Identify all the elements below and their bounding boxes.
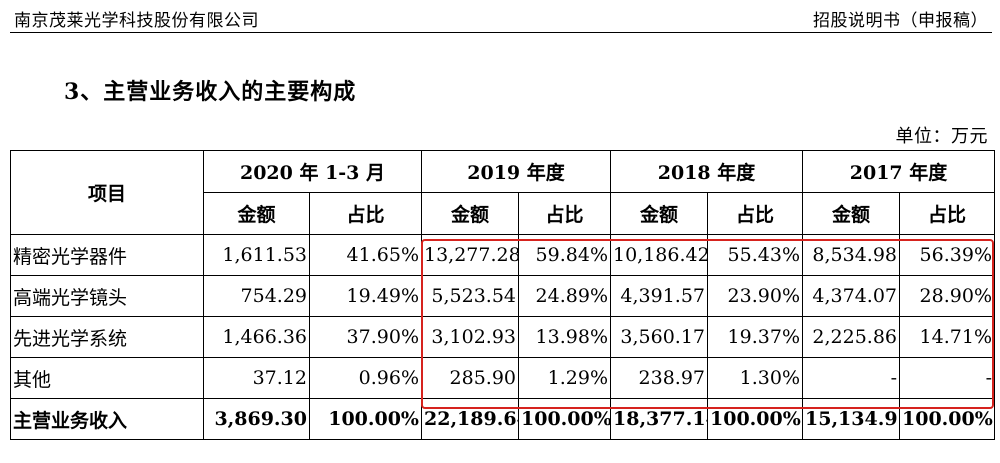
table-cell: 10,186.42 xyxy=(610,234,708,276)
total-cell: 3,869.30 xyxy=(203,398,310,440)
total-cell: 100.00% xyxy=(518,398,611,440)
table-cell: 19.37% xyxy=(707,316,803,358)
total-cell: 100.00% xyxy=(309,398,422,440)
table-cell: 3,560.17 xyxy=(610,316,708,358)
row-label: 先进光学系统 xyxy=(10,316,204,358)
unit-label: 单位：万元 xyxy=(895,126,988,147)
total-row: 主营业务收入 3,869.30 100.00% 22,189.64 100.00… xyxy=(10,398,995,440)
table-cell: 285.90 xyxy=(421,357,519,399)
amount-header: 金额 xyxy=(203,192,310,235)
table-row: 高端光学镜头 754.29 19.49% 5,523.54 24.89% 4,3… xyxy=(10,275,995,317)
table-cell: 3,102.93 xyxy=(421,316,519,358)
table-cell: 41.65% xyxy=(309,234,422,276)
company-name: 南京茂莱光学科技股份有限公司 xyxy=(14,11,259,31)
table-cell: 24.89% xyxy=(518,275,611,317)
table-cell: - xyxy=(899,357,995,399)
table-cell: 2,225.86 xyxy=(802,316,900,358)
total-cell: 22,189.64 xyxy=(421,398,519,440)
total-cell: 100.00% xyxy=(707,398,803,440)
row-label: 高端光学镜头 xyxy=(10,275,204,317)
ratio-header: 占比 xyxy=(309,192,422,235)
section-title: 3、主营业务收入的主要构成 xyxy=(64,79,357,105)
period-header: 2017 年度 xyxy=(802,150,995,193)
document-type: 招股说明书（申报稿） xyxy=(813,11,988,31)
amount-header: 金额 xyxy=(802,192,900,235)
ratio-header: 占比 xyxy=(899,192,995,235)
table-cell: 13.98% xyxy=(518,316,611,358)
table-cell: 5,523.54 xyxy=(421,275,519,317)
amount-header: 金额 xyxy=(421,192,519,235)
header-row-subheaders: 金额 占比 金额 占比 金额 占比 金额 占比 xyxy=(11,192,995,235)
total-label: 主营业务收入 xyxy=(10,398,204,440)
table-cell: 13,277.28 xyxy=(421,234,519,276)
total-cell: 15,134.91 xyxy=(802,398,900,440)
table-cell: 59.84% xyxy=(518,234,611,276)
table-cell: 28.90% xyxy=(899,275,995,317)
table-cell: 1.30% xyxy=(707,357,803,399)
table-cell: 238.97 xyxy=(610,357,708,399)
total-cell: 100.00% xyxy=(899,398,995,440)
table-cell: 4,391.57 xyxy=(610,275,708,317)
revenue-table: 项目 2020 年 1-3 月 2019 年度 2018 年度 2017 年度 … xyxy=(10,150,995,440)
table-row: 精密光学器件 1,611.53 41.65% 13,277.28 59.84% … xyxy=(10,234,995,276)
table-cell: 19.49% xyxy=(309,275,422,317)
table-cell: 37.90% xyxy=(309,316,422,358)
table-cell: 1,466.36 xyxy=(203,316,310,358)
table-cell: 37.12 xyxy=(203,357,310,399)
table-cell: 4,374.07 xyxy=(802,275,900,317)
table-row: 先进光学系统 1,466.36 37.90% 3,102.93 13.98% 3… xyxy=(10,316,995,358)
item-header: 项目 xyxy=(10,150,204,235)
table-cell: 23.90% xyxy=(707,275,803,317)
table-cell: 14.71% xyxy=(899,316,995,358)
total-cell: 18,377.14 xyxy=(610,398,708,440)
ratio-header: 占比 xyxy=(707,192,803,235)
table-cell: 1.29% xyxy=(518,357,611,399)
row-label: 精密光学器件 xyxy=(10,234,204,276)
table-row: 其他 37.12 0.96% 285.90 1.29% 238.97 1.30%… xyxy=(10,357,995,399)
row-label: 其他 xyxy=(10,357,204,399)
table-cell: 0.96% xyxy=(309,357,422,399)
table-cell: 55.43% xyxy=(707,234,803,276)
period-header: 2019 年度 xyxy=(421,150,611,193)
ratio-header: 占比 xyxy=(518,192,611,235)
period-header: 2018 年度 xyxy=(610,150,803,193)
period-header: 2020 年 1-3 月 xyxy=(203,150,422,193)
header-row-periods: 项目 2020 年 1-3 月 2019 年度 2018 年度 2017 年度 xyxy=(10,150,995,235)
table-cell: 1,611.53 xyxy=(203,234,310,276)
amount-header: 金额 xyxy=(610,192,708,235)
header-divider xyxy=(10,32,992,33)
table-cell: 56.39% xyxy=(899,234,995,276)
table-cell: - xyxy=(802,357,900,399)
table-cell: 754.29 xyxy=(203,275,310,317)
table-cell: 8,534.98 xyxy=(802,234,900,276)
